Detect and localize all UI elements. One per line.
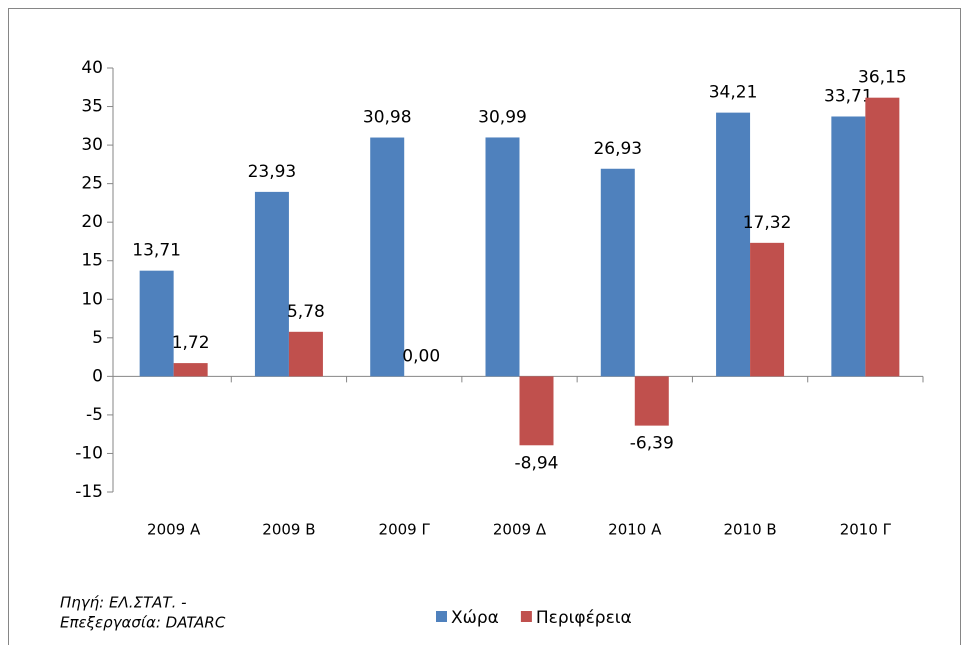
legend-swatch bbox=[520, 611, 532, 622]
bar bbox=[831, 116, 866, 377]
y-tick-label: -10 bbox=[75, 443, 103, 463]
data-label: 17,32 bbox=[743, 213, 792, 233]
chart-frame bbox=[8, 8, 961, 645]
bar bbox=[716, 112, 751, 377]
y-tick-label: 0 bbox=[92, 366, 103, 386]
x-tick-label: 2009 Γ bbox=[379, 521, 431, 539]
y-tick-label: 15 bbox=[81, 251, 103, 271]
data-label: 0,00 bbox=[402, 346, 440, 366]
bar bbox=[173, 363, 208, 377]
legend-swatch bbox=[436, 611, 447, 622]
data-label: -6,39 bbox=[630, 434, 674, 454]
x-tick-label: 2009 B bbox=[262, 521, 315, 539]
bar bbox=[865, 97, 900, 377]
x-tick-label: 2009 Δ bbox=[493, 521, 547, 539]
y-tick-label: 25 bbox=[81, 174, 103, 194]
source-note: Πηγή: ΕΛ.ΣΤΑΤ. - bbox=[60, 594, 187, 612]
bar bbox=[485, 137, 520, 377]
source-note: Επεξεργασία: DATARC bbox=[60, 614, 226, 632]
data-label: 36,15 bbox=[858, 68, 907, 88]
y-tick-label: -15 bbox=[75, 482, 103, 502]
legend-label: Περιφέρεια bbox=[536, 608, 632, 628]
data-label: 34,21 bbox=[709, 83, 758, 103]
bar bbox=[288, 331, 323, 377]
x-tick-label: 2010 B bbox=[723, 521, 776, 539]
data-label: 30,98 bbox=[363, 108, 412, 128]
bar bbox=[370, 137, 405, 377]
x-tick-label: 2010 A bbox=[608, 521, 662, 539]
bar bbox=[519, 376, 554, 446]
data-label: 33,71 bbox=[824, 86, 873, 106]
data-label: 13,71 bbox=[132, 241, 181, 261]
x-tick-label: 2010 Γ bbox=[840, 521, 892, 539]
y-tick-label: 35 bbox=[81, 97, 103, 117]
data-label: 23,93 bbox=[248, 162, 297, 182]
data-label: 1,72 bbox=[172, 333, 210, 353]
y-tick-label: 10 bbox=[81, 289, 103, 309]
bar bbox=[600, 168, 635, 377]
legend-label: Χώρα bbox=[451, 608, 499, 628]
x-tick-label: 2009 A bbox=[147, 521, 201, 539]
bar bbox=[254, 191, 289, 377]
y-tick-label: 5 bbox=[92, 328, 103, 348]
data-label: 30,99 bbox=[478, 107, 527, 127]
bar bbox=[750, 242, 785, 377]
data-label: 26,93 bbox=[593, 139, 642, 159]
bar bbox=[139, 270, 174, 377]
y-tick-label: 40 bbox=[81, 58, 103, 78]
y-tick-label: 20 bbox=[81, 212, 103, 232]
data-label: -8,94 bbox=[515, 453, 559, 473]
data-label: 5,78 bbox=[287, 302, 325, 322]
y-tick-label: 30 bbox=[81, 135, 103, 155]
bar bbox=[634, 376, 669, 426]
y-tick-label: -5 bbox=[86, 405, 103, 425]
